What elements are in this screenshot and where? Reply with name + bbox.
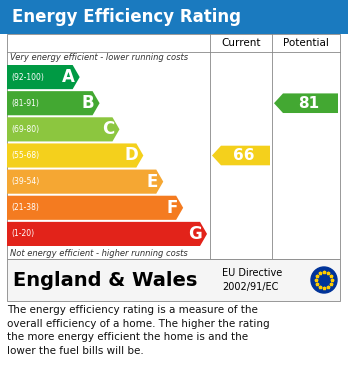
Text: The energy efficiency rating is a measure of the
overall efficiency of a home. T: The energy efficiency rating is a measur…: [7, 305, 270, 356]
Text: G: G: [188, 225, 202, 243]
Text: A: A: [62, 68, 75, 86]
Polygon shape: [7, 65, 80, 89]
Text: (39-54): (39-54): [11, 177, 39, 186]
Text: EU Directive
2002/91/EC: EU Directive 2002/91/EC: [222, 268, 282, 292]
Bar: [7, 34, 340, 259]
Text: Energy Efficiency Rating: Energy Efficiency Rating: [12, 8, 241, 26]
Circle shape: [311, 267, 337, 293]
Polygon shape: [7, 91, 100, 115]
Bar: [0, 0, 348, 34]
Text: (69-80): (69-80): [11, 125, 39, 134]
Polygon shape: [7, 196, 183, 220]
Polygon shape: [7, 170, 163, 194]
Polygon shape: [7, 143, 143, 168]
Text: 81: 81: [299, 96, 319, 111]
Text: B: B: [82, 94, 95, 112]
Polygon shape: [212, 146, 270, 165]
Text: Potential: Potential: [283, 38, 329, 48]
Text: C: C: [102, 120, 114, 138]
Text: Very energy efficient - lower running costs: Very energy efficient - lower running co…: [10, 53, 188, 62]
Text: England & Wales: England & Wales: [13, 271, 197, 289]
Text: Not energy efficient - higher running costs: Not energy efficient - higher running co…: [10, 249, 188, 258]
Text: Current: Current: [221, 38, 261, 48]
Text: F: F: [167, 199, 178, 217]
Text: (55-68): (55-68): [11, 151, 39, 160]
Polygon shape: [7, 117, 119, 142]
Bar: [7, 259, 340, 301]
Polygon shape: [274, 93, 338, 113]
Text: (1-20): (1-20): [11, 230, 34, 239]
Text: (81-91): (81-91): [11, 99, 39, 108]
Text: D: D: [125, 147, 139, 165]
Text: (21-38): (21-38): [11, 203, 39, 212]
Text: 66: 66: [233, 148, 255, 163]
Text: E: E: [147, 173, 158, 191]
Text: (92-100): (92-100): [11, 73, 44, 82]
Polygon shape: [7, 222, 207, 246]
